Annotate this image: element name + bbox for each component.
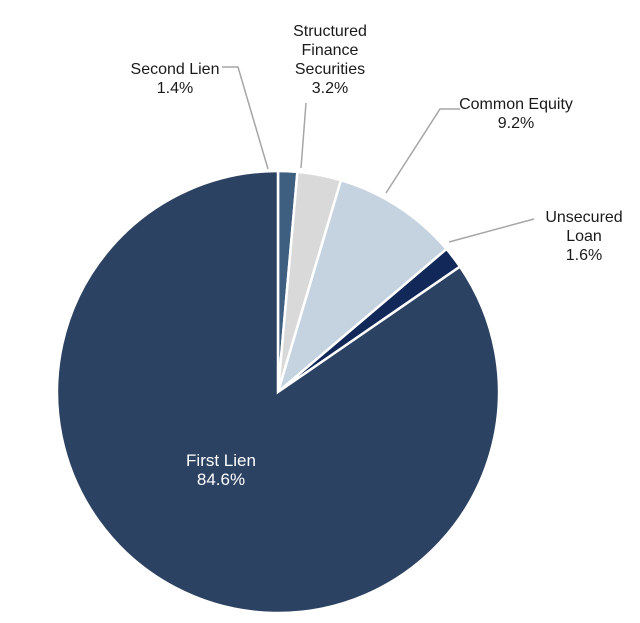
leader-line-second-lien <box>222 66 269 170</box>
pie-slice-first-lien <box>55 169 501 615</box>
slice-label-first-lien: First Lien 84.6% <box>186 451 256 489</box>
slice-label-structured-finance-securities: Structured Finance Securities 3.2% <box>293 23 367 97</box>
leader-line-common-equity <box>385 108 460 194</box>
leader-lines <box>222 66 535 243</box>
slice-label-unsecured-loan: Unsecured Loan 1.6% <box>545 209 622 264</box>
slice-labels: Second Lien 1.4% Structured Finance Securiti… <box>131 23 623 489</box>
slice-label-second-lien: Second Lien 1.4% <box>131 61 220 97</box>
pie-slice-common-equity <box>275 178 449 396</box>
slice-label-common-equity: Common Equity 9.2% <box>459 96 573 132</box>
leader-line-unsecured-loan <box>448 218 535 243</box>
leader-line-structured-finance-securities <box>300 102 307 169</box>
pie-slices <box>55 169 501 615</box>
